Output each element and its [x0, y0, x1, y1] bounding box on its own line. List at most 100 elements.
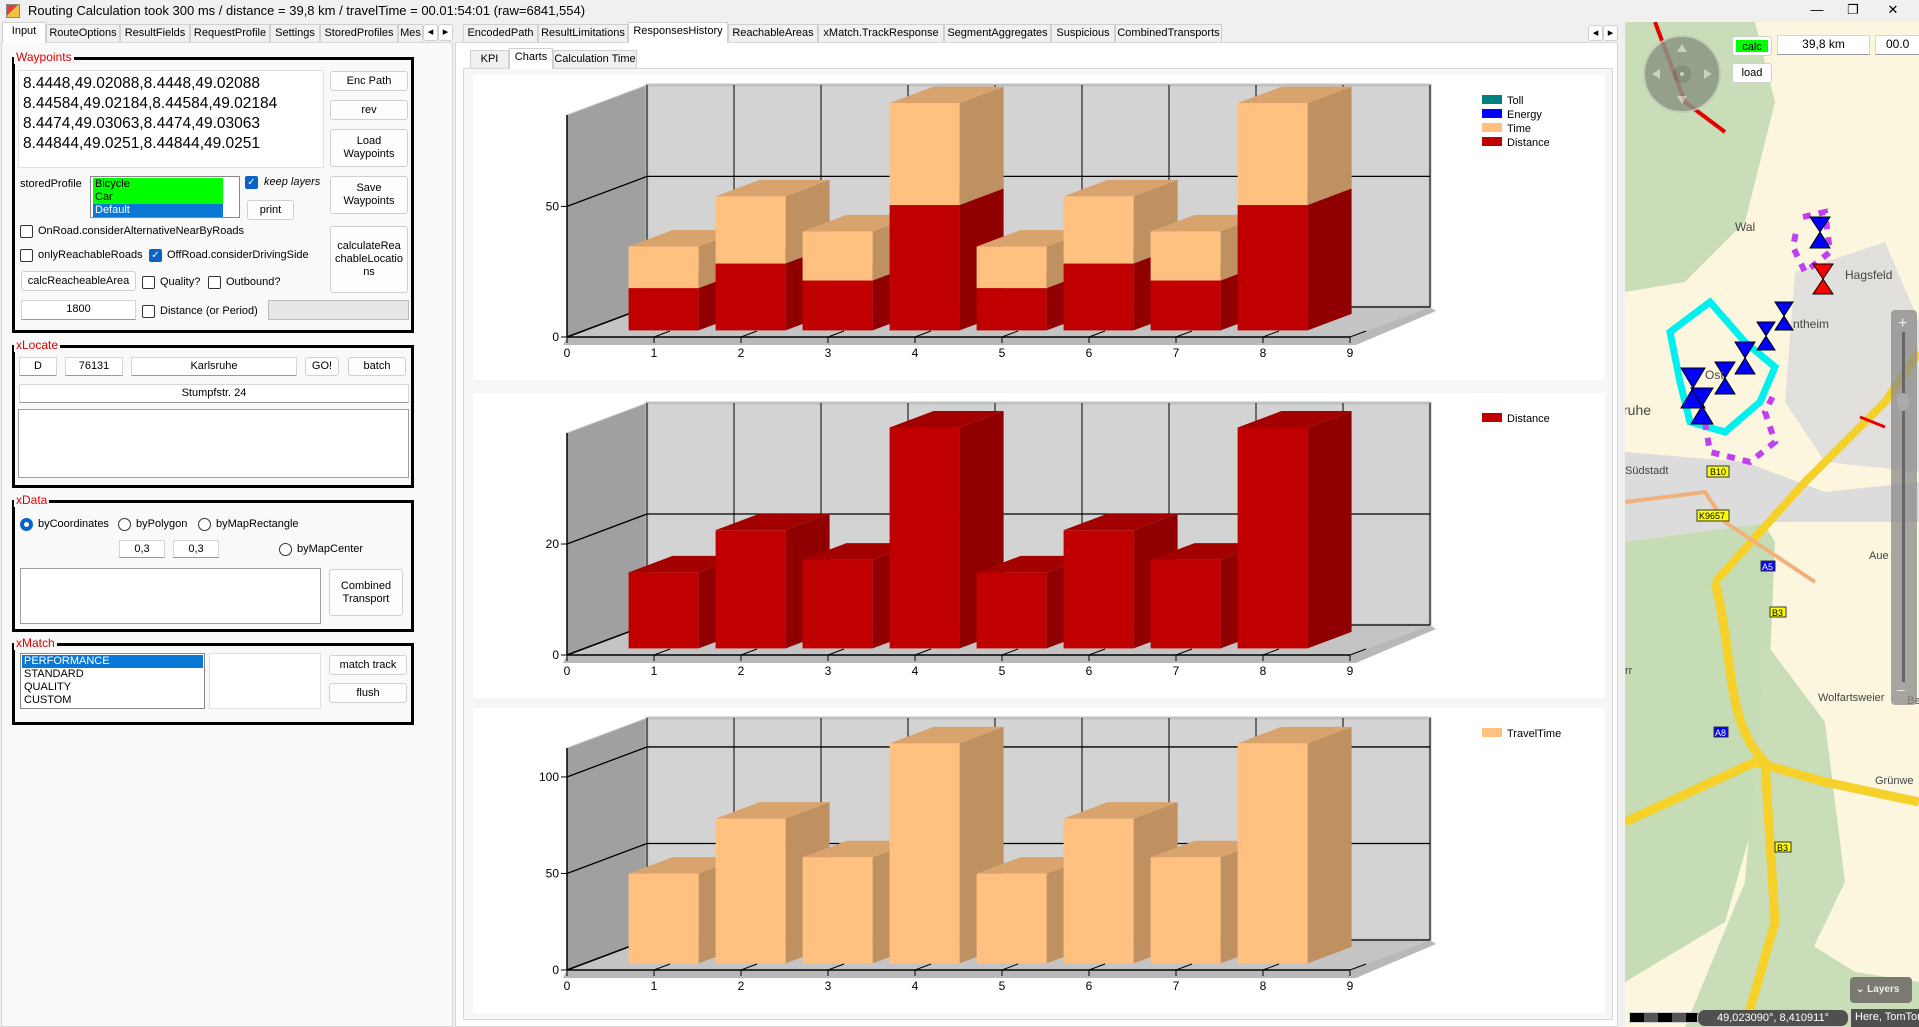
bar-distance-1-top [628, 555, 743, 573]
xlocate-group [12, 345, 414, 488]
chart-distance-time: 0 1 2 3 4 5 6 7 8 9 0 50 Toll Energy Time Distance [473, 75, 1605, 380]
subtab-calculation-time[interactable]: Calculation Time [553, 50, 637, 69]
route-magenta [1702, 390, 1779, 466]
on-road-checkbox[interactable] [20, 225, 33, 238]
tab-segmentaggregates[interactable]: SegmentAggregates [944, 24, 1051, 43]
waypoint-line: 8.44584,49.02184,8.44584,49.02184 [23, 95, 278, 112]
xlocate-result-textarea[interactable] [18, 409, 409, 478]
waypoints-textarea[interactable]: 8.4448,49.02088,8.4448,49.02088 8.44584,… [18, 70, 324, 168]
forest-area [1625, 492, 1775, 982]
map-attribution: Here, TomTom [1851, 1009, 1919, 1027]
by-coordinates-label: byCoordinates [38, 518, 109, 530]
calc-map-button[interactable]: calc [1732, 36, 1772, 56]
rev-button[interactable]: rev [330, 100, 408, 120]
match-mode-custom[interactable]: CUSTOM [24, 694, 72, 706]
calc-reachable-area-button[interactable]: calcReacheableArea [21, 271, 136, 291]
bar-time-8 [1237, 103, 1308, 206]
bar-distance-6 [1063, 263, 1134, 331]
city-input[interactable]: Karlsruhe [131, 357, 297, 376]
subtab-charts[interactable]: Charts [509, 48, 553, 69]
subtab-kpi[interactable]: KPI [470, 50, 509, 69]
print-button[interactable]: print [247, 200, 294, 220]
bar-time-2-top [715, 179, 830, 197]
layers-button[interactable]: ⌄ Layers [1850, 977, 1912, 1003]
only-reachable-roads-checkbox[interactable] [20, 249, 33, 262]
tab-settings[interactable]: Settings [270, 24, 320, 43]
combined-transport-button[interactable]: Combined Transport [329, 569, 403, 616]
load-waypoints-button[interactable]: Load Waypoints [330, 129, 408, 167]
x-tick-label: 2 [738, 979, 745, 993]
match-mode-quality[interactable]: QUALITY [24, 681, 72, 693]
tab-input[interactable]: Input [2, 22, 46, 43]
waypoint-line: 8.4474,49.03063,8.4474,49.03063 [23, 115, 261, 132]
bar-distance-2 [715, 530, 786, 649]
tab-requestprofile[interactable]: RequestProfile [190, 24, 270, 43]
tab-encodedpath[interactable]: EncodedPath [463, 24, 538, 43]
match-mode-listbox[interactable]: PERFORMANCE STANDARD QUALITY CUSTOM [20, 653, 205, 709]
enc-path-button[interactable]: Enc Path [330, 71, 408, 91]
main-tab-scroll-right-button[interactable]: ▸ [1603, 25, 1618, 41]
floor-tick [1175, 330, 1193, 338]
tab-resultlimitations[interactable]: ResultLimitations [538, 24, 628, 43]
map-canvas[interactable]: Wal Hagsfeld ntheim Ost ruhe Südstadt Au… [1625, 22, 1919, 1027]
tab-scroll-left-button[interactable]: ◂ [423, 24, 438, 41]
by-coordinates-radio[interactable] [20, 518, 33, 531]
close-button[interactable]: ✕ [1887, 2, 1899, 17]
tab-resultfields[interactable]: ResultFields [120, 24, 190, 43]
go-button[interactable]: GO! [305, 357, 339, 376]
x-tick-label: 8 [1260, 664, 1267, 678]
tab-storedprofiles[interactable]: StoredProfiles [320, 24, 398, 43]
outbound-checkbox[interactable] [208, 276, 221, 289]
distance-period-checkbox[interactable] [142, 305, 155, 318]
restore-button[interactable]: ❐ [1847, 2, 1859, 17]
waypoint-line: 8.44844,49.0251,8.44844,49.0251 [23, 135, 261, 152]
value-input[interactable]: 1800 [21, 300, 136, 320]
tab-mes[interactable]: Mes [398, 24, 423, 43]
load-map-button[interactable]: load [1732, 63, 1772, 83]
tab-scroll-right-button[interactable]: ▸ [438, 24, 453, 41]
off-road-checkbox[interactable]: ✓ [149, 249, 162, 262]
by-polygon-radio[interactable] [118, 518, 131, 531]
save-waypoints-button[interactable]: Save Waypoints [330, 176, 408, 214]
minimize-button[interactable]: — [1810, 2, 1824, 17]
bar-traveltime-1-top [628, 857, 743, 874]
xdata-value1-input[interactable]: 0,3 [119, 540, 165, 558]
floor-tick [653, 330, 671, 338]
floor-tick [1175, 963, 1193, 971]
country-input[interactable]: D [19, 357, 57, 376]
chart-travel-time: 0 1 2 3 4 5 6 7 8 9 0 50 100 TravelTime [473, 708, 1605, 1013]
keep-layers-checkbox[interactable]: ✓ [245, 176, 258, 189]
match-output-box[interactable] [209, 653, 321, 709]
street-input[interactable]: Stumpfstr. 24 [19, 384, 409, 403]
by-map-rectangle-radio[interactable] [198, 518, 211, 531]
xdata-value2-input[interactable]: 0,3 [173, 540, 219, 558]
map-view[interactable]: Wal Hagsfeld ntheim Ost ruhe Südstadt Au… [1625, 22, 1919, 1027]
zip-input[interactable]: 76131 [65, 357, 123, 376]
profile-item-default[interactable]: Default [93, 204, 223, 217]
batch-button[interactable]: batch [348, 357, 406, 376]
quality-checkbox[interactable] [142, 276, 155, 289]
tab-routeoptions[interactable]: RouteOptions [46, 24, 120, 43]
calculate-reachable-locations-button[interactable]: calculateReachableLocations [330, 226, 408, 293]
tab-reachableareas[interactable]: ReachableAreas [728, 24, 818, 43]
stored-profile-listbox[interactable]: Bicycle Car Default [90, 176, 240, 218]
main-tab-scroll-left-button[interactable]: ◂ [1588, 25, 1603, 41]
by-map-center-radio[interactable] [279, 543, 292, 556]
match-mode-performance[interactable]: PERFORMANCE [22, 655, 203, 668]
floor-tick [1262, 330, 1280, 338]
route-line-red [1859, 415, 1886, 429]
tab-combinedtransports[interactable]: CombinedTransports [1115, 24, 1222, 43]
profile-item-car[interactable]: Car [93, 191, 223, 204]
xdata-textarea[interactable] [20, 568, 321, 624]
match-mode-standard[interactable]: STANDARD [24, 668, 84, 680]
tab-responseshistory[interactable]: ResponsesHistory [628, 22, 728, 43]
road-shield: K9657 [1699, 511, 1725, 521]
floor-tick [827, 963, 845, 971]
match-track-button[interactable]: match track [329, 655, 407, 675]
flush-button[interactable]: flush [329, 683, 407, 703]
tab-xmatch-trackresponse[interactable]: xMatch.TrackResponse [818, 24, 944, 43]
bar-distance-4 [889, 427, 960, 649]
x-tick-label: 4 [912, 979, 919, 993]
tab-suspicious[interactable]: Suspicious [1051, 24, 1115, 43]
profile-item-bicycle[interactable]: Bicycle [93, 178, 223, 191]
